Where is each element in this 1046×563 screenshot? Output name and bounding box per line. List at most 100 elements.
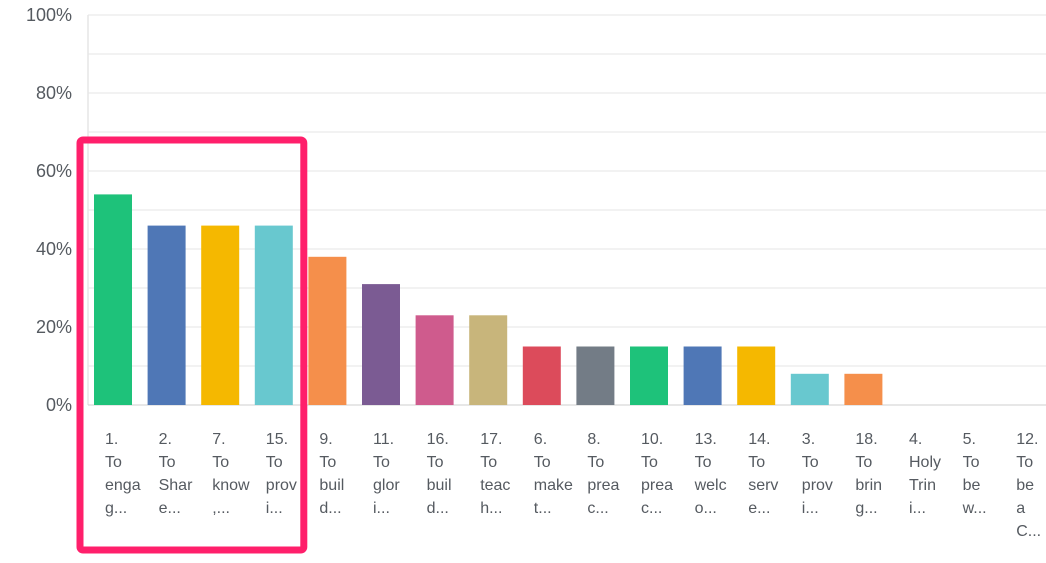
bar	[254, 225, 293, 405]
bar	[844, 373, 883, 405]
x-tick-label: To	[855, 454, 872, 471]
x-tick-label: 13.	[695, 431, 717, 448]
x-tick-label: i...	[266, 500, 283, 517]
x-tick-label: make	[534, 477, 573, 494]
x-tick-label: To	[159, 454, 176, 471]
x-tick-label: To	[802, 454, 819, 471]
x-tick-label: 4.	[909, 431, 922, 448]
y-tick-label: 0%	[46, 395, 72, 415]
x-tick-label: 15.	[266, 431, 288, 448]
x-tick-label: i...	[802, 500, 819, 517]
x-tick-label: a	[1016, 500, 1025, 517]
x-tick-label: C...	[1016, 523, 1041, 540]
x-tick-label: t...	[534, 500, 552, 517]
x-tick-label: welc	[694, 477, 727, 494]
y-axis-ticks: 100% 80% 60% 40% 20% 0%	[26, 5, 72, 415]
x-tick-label: Shar	[159, 477, 193, 494]
y-tick-label: 20%	[36, 317, 72, 337]
x-axis-ticks: 1.Toengag...2.ToShare...7.Toknow,...15.T…	[105, 431, 1041, 540]
x-tick-label: buil	[319, 477, 344, 494]
x-tick-label: To	[266, 454, 283, 471]
x-tick-label: o...	[695, 500, 717, 517]
x-tick-label: 8.	[587, 431, 600, 448]
bar	[576, 346, 615, 405]
x-tick-label: be	[963, 477, 981, 494]
x-tick-label: 18.	[855, 431, 877, 448]
x-tick-label: 9.	[319, 431, 332, 448]
x-tick-label: c...	[641, 500, 662, 517]
x-tick-label: prov	[266, 477, 297, 494]
x-tick-label: 12.	[1016, 431, 1038, 448]
x-tick-label: To	[963, 454, 980, 471]
bar	[630, 346, 668, 405]
x-tick-label: ,...	[212, 500, 230, 517]
bar	[469, 315, 508, 405]
x-tick-label: e...	[159, 500, 181, 517]
x-tick-label: e...	[748, 500, 770, 517]
x-tick-label: i...	[373, 500, 390, 517]
x-tick-label: Trin	[909, 477, 936, 494]
x-tick-label: c...	[587, 500, 608, 517]
x-tick-label: glor	[373, 477, 400, 494]
x-tick-label: To	[1016, 454, 1033, 471]
x-tick-label: 1.	[105, 431, 118, 448]
bar	[362, 284, 400, 405]
bar	[790, 373, 829, 405]
x-tick-label: To	[427, 454, 444, 471]
x-tick-label: To	[641, 454, 658, 471]
x-tick-label: 3.	[802, 431, 815, 448]
x-tick-label: know	[212, 477, 250, 494]
x-tick-label: To	[319, 454, 336, 471]
x-tick-label: prea	[641, 477, 673, 494]
x-tick-label: To	[373, 454, 390, 471]
x-tick-label: d...	[427, 500, 449, 517]
y-tick-label: 40%	[36, 239, 72, 259]
x-tick-label: g...	[855, 500, 877, 517]
x-tick-label: 2.	[159, 431, 172, 448]
x-tick-label: serv	[748, 477, 778, 494]
x-tick-label: 17.	[480, 431, 502, 448]
y-tick-label: 100%	[26, 5, 72, 25]
x-tick-label: brin	[855, 477, 882, 494]
x-tick-label: 10.	[641, 431, 663, 448]
bar	[94, 194, 132, 405]
bar	[201, 225, 240, 405]
highlight-box-layer	[76, 136, 308, 554]
bar	[147, 225, 186, 405]
x-tick-label: prov	[802, 477, 833, 494]
x-tick-label: To	[105, 454, 122, 471]
bars	[94, 194, 883, 405]
x-tick-label: buil	[427, 477, 452, 494]
y-tick-label: 80%	[36, 83, 72, 103]
highlight-box	[76, 136, 308, 554]
x-tick-label: To	[695, 454, 712, 471]
x-tick-label: 5.	[963, 431, 976, 448]
gridlines	[87, 14, 1046, 406]
x-tick-label: To	[748, 454, 765, 471]
x-tick-label: 6.	[534, 431, 547, 448]
x-tick-label: 14.	[748, 431, 770, 448]
bar	[415, 315, 454, 405]
x-tick-label: h...	[480, 500, 502, 517]
x-tick-label: 16.	[427, 431, 449, 448]
x-tick-label: d...	[319, 500, 341, 517]
x-tick-label: i...	[909, 500, 926, 517]
x-tick-label: w...	[962, 500, 987, 517]
x-tick-label: enga	[105, 477, 141, 494]
x-tick-label: To	[587, 454, 604, 471]
x-tick-label: be	[1016, 477, 1034, 494]
y-tick-label: 60%	[36, 161, 72, 181]
bar	[522, 346, 561, 405]
x-tick-label: 7.	[212, 431, 225, 448]
bar	[683, 346, 722, 405]
x-tick-label: To	[212, 454, 229, 471]
x-tick-label: 11.	[373, 431, 394, 448]
x-tick-label: Holy	[909, 454, 941, 471]
bar	[737, 346, 776, 405]
x-tick-label: teac	[480, 477, 510, 494]
x-tick-label: To	[480, 454, 497, 471]
x-tick-label: To	[534, 454, 551, 471]
bar	[308, 256, 347, 405]
